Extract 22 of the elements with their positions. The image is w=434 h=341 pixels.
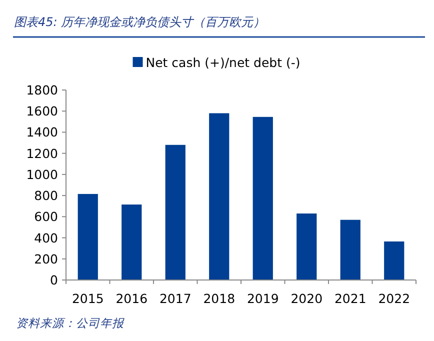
y-tick-label: 200 xyxy=(34,251,58,266)
y-tick-label: 1200 xyxy=(26,146,58,161)
y-tick-label: 400 xyxy=(34,230,58,246)
plot: 0 200 400 600 800 1000 1200 1400 1600 1800 2015 2016 2017 2018 2019 2020 2021 2022 xyxy=(26,82,416,306)
x-tick-label: 2017 xyxy=(159,291,192,306)
legend: Net cash (+)/net debt (-) xyxy=(132,55,300,70)
y-tick-label: 1400 xyxy=(26,124,58,140)
y-tick-label: 1600 xyxy=(26,104,58,119)
y-tick-label: 0 xyxy=(50,272,58,288)
x-tick-label: 2021 xyxy=(334,291,366,306)
title: 图表45: 历年净现金或净负债头寸（百万欧元） xyxy=(14,15,266,29)
y-tick-label: 1800 xyxy=(26,82,58,98)
y-tick-label: 600 xyxy=(34,209,58,224)
x-tick-label: 2015 xyxy=(72,291,104,306)
x-tick-label: 2018 xyxy=(203,291,236,306)
x-tick-label: 2022 xyxy=(378,291,410,306)
x-tick-label: 2020 xyxy=(290,291,323,306)
annotation: 资料来源：公司年报 xyxy=(16,316,124,330)
x-tick-label: 2019 xyxy=(246,291,279,306)
y-tick-label: 1000 xyxy=(26,166,58,182)
x-tick-label: 2016 xyxy=(116,291,148,306)
y-tick-label: 800 xyxy=(34,188,58,204)
